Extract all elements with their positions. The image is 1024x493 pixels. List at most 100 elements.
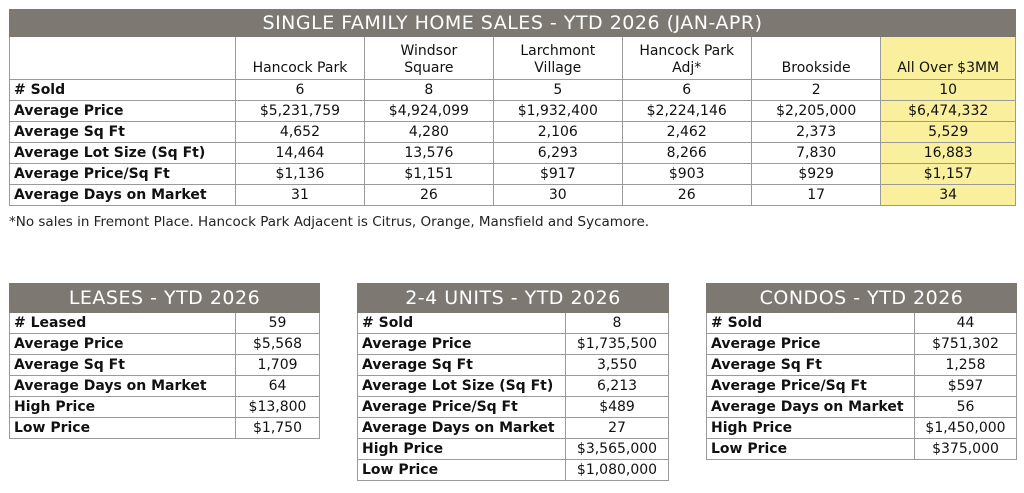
cell: $2,205,000 [750,100,882,122]
cell: $751,302 [913,333,1018,355]
cell: 1,258 [913,354,1018,376]
cell: 8,266 [621,142,752,164]
table-row: Average Days on Market 56 [706,396,1018,418]
column-header: Windsor Square [363,36,495,80]
cell: $5,568 [234,333,321,355]
table-row: Average Days on Market 31 26 30 26 17 34 [8,184,1016,206]
table-row: Average Price/Sq Ft $1,136 $1,151 $917 $903 $… [8,163,1016,185]
cell: 26 [363,184,495,206]
cell: 2,373 [750,121,882,143]
table-row: Average Lot Size (Sq Ft) 6,213 [357,375,670,397]
cell: 27 [564,417,670,439]
cell: 2,106 [493,121,623,143]
row-label-header [8,36,237,80]
cell: $4,924,099 [363,100,495,122]
leases-title: LEASES - YTD 2026 [8,283,321,313]
cell: 2,462 [621,121,752,143]
cell: $489 [564,396,670,418]
table-row: # Leased 59 [9,312,321,334]
cell: 5 [493,79,623,101]
condos-title: CONDOS - YTD 2026 [705,283,1018,313]
table-row: Low Price $375,000 [706,438,1018,460]
row-label: Average Price/Sq Ft [357,396,566,418]
units-title: 2-4 UNITS - YTD 2026 [356,283,670,313]
cell-highlight: 16,883 [880,142,1016,164]
row-label: # Sold [357,312,566,334]
cell: 7,830 [750,142,882,164]
leases-table: LEASES - YTD 2026 # Leased 59 Average Pric… [8,283,321,439]
condos-table: CONDOS - YTD 2026 # Sold 44 Average Price $… [705,283,1018,460]
cell: $1,151 [363,163,495,185]
row-label: Average Price [9,333,236,355]
row-label: Average Days on Market [8,184,237,206]
cell: 6 [235,79,365,101]
column-header-highlight: All Over $3MM [880,36,1016,80]
cell: 59 [234,312,321,334]
table-row: High Price $1,450,000 [706,417,1018,439]
table-row: Average Sq Ft 3,550 [357,354,670,376]
column-header: Hancock Park Adj* [621,36,752,80]
row-label: Average Days on Market [706,396,915,418]
single-family-sales-table: SINGLE FAMILY HOME SALES - YTD 2026 (JAN… [8,9,1016,206]
cell: 6,213 [564,375,670,397]
cell: 6 [621,79,752,101]
row-label: # Sold [706,312,915,334]
table-row: Average Price $5,568 [9,333,321,355]
row-label: Average Days on Market [357,417,566,439]
cell: 8 [564,312,670,334]
cell-highlight: $1,157 [880,163,1016,185]
table-row: # Sold 44 [706,312,1018,334]
table-row: Average Days on Market 27 [357,417,670,439]
cell: 14,464 [235,142,365,164]
table-row: Average Price $751,302 [706,333,1018,355]
row-label: High Price [9,396,236,418]
cell: $1,932,400 [493,100,623,122]
cell: 30 [493,184,623,206]
cell: $5,231,759 [235,100,365,122]
row-label: Average Lot Size (Sq Ft) [8,142,237,164]
table-row: Average Lot Size (Sq Ft) 14,464 13,576 6,29… [8,142,1016,164]
row-label: Average Price/Sq Ft [8,163,237,185]
table-row: Low Price $1,080,000 [357,459,670,481]
cell: 64 [234,375,321,397]
row-label: Average Days on Market [9,375,236,397]
table-row: Average Sq Ft 4,652 4,280 2,106 2,462 2,373 5,… [8,121,1016,143]
units-table: 2-4 UNITS - YTD 2026 # Sold 8 Average Pric… [356,283,670,481]
cell: $1,750 [234,417,321,439]
cell-highlight: $6,474,332 [880,100,1016,122]
table-row: Average Price/Sq Ft $489 [357,396,670,418]
cell: 17 [750,184,882,206]
row-label: Average Price/Sq Ft [706,375,915,397]
cell: 2 [750,79,882,101]
row-label: # Leased [9,312,236,334]
cell-highlight: 5,529 [880,121,1016,143]
cell: $917 [493,163,623,185]
cell: 4,652 [235,121,365,143]
cell: 44 [913,312,1018,334]
table-row: Average Sq Ft 1,709 [9,354,321,376]
cell: $1,450,000 [913,417,1018,439]
row-label: High Price [706,417,915,439]
row-label: High Price [357,438,566,460]
cell: 6,293 [493,142,623,164]
table-row: Average Sq Ft 1,258 [706,354,1018,376]
cell: $929 [750,163,882,185]
table-row: # Sold 8 [357,312,670,334]
cell: $1,136 [235,163,365,185]
cell: 1,709 [234,354,321,376]
cell: 56 [913,396,1018,418]
cell: $375,000 [913,438,1018,460]
cell: 4,280 [363,121,495,143]
cell: $2,224,146 [621,100,752,122]
row-label: Average Price [706,333,915,355]
table-row: Average Price $1,735,500 [357,333,670,355]
row-label: Average Sq Ft [8,121,237,143]
cell-highlight: 34 [880,184,1016,206]
column-header-row: Hancock Park Windsor Square Larchmont Vill… [8,36,1016,80]
cell: $13,800 [234,396,321,418]
cell: $597 [913,375,1018,397]
table-row: Average Price $5,231,759 $4,924,099 $1,932,… [8,100,1016,122]
row-label: Average Lot Size (Sq Ft) [357,375,566,397]
table-row: Average Days on Market 64 [9,375,321,397]
row-label: Average Sq Ft [357,354,566,376]
